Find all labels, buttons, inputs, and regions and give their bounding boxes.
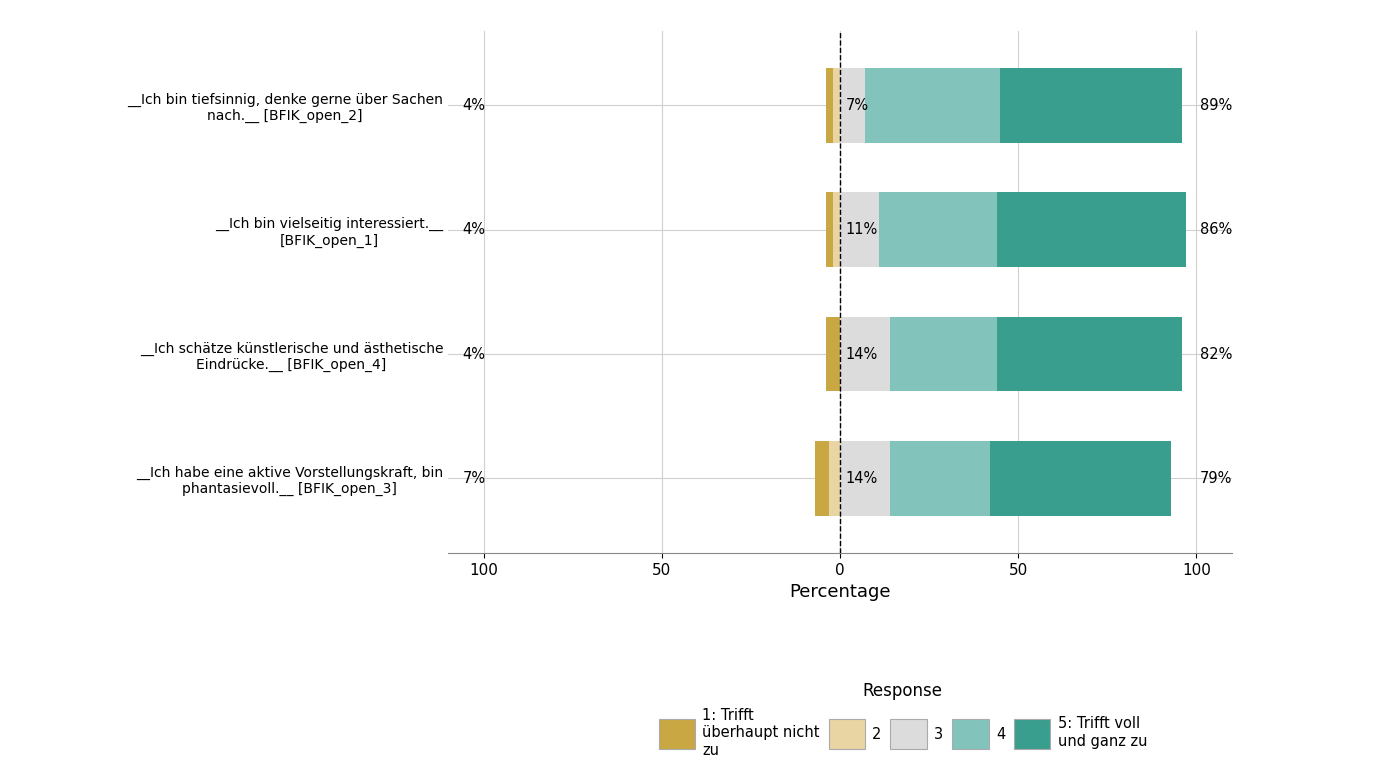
Bar	[826, 192, 833, 267]
Bar	[840, 192, 879, 267]
Bar	[833, 192, 840, 267]
Text: 4%: 4%	[462, 98, 486, 113]
Text: 7%: 7%	[462, 471, 486, 486]
Text: 11%: 11%	[846, 222, 878, 237]
Bar	[890, 441, 990, 515]
Bar	[997, 192, 1186, 267]
Text: 7%: 7%	[846, 98, 868, 113]
Bar	[1001, 68, 1182, 143]
Legend: 1: Trifft
überhaupt nicht
zu, 2, 3, 4, 5: Trifft voll
und ganz zu: 1: Trifft überhaupt nicht zu, 2, 3, 4, 5…	[651, 675, 1155, 765]
Bar	[826, 68, 833, 143]
Bar	[890, 316, 997, 392]
Bar	[997, 316, 1182, 392]
Text: 82%: 82%	[1200, 346, 1232, 362]
Bar	[815, 441, 829, 515]
Bar	[840, 441, 890, 515]
Text: 4%: 4%	[462, 346, 486, 362]
Text: 14%: 14%	[846, 346, 878, 362]
Text: 89%: 89%	[1200, 98, 1232, 113]
Bar	[833, 68, 840, 143]
Text: 4%: 4%	[462, 222, 486, 237]
X-axis label: Percentage: Percentage	[790, 583, 890, 601]
Bar	[990, 441, 1172, 515]
Bar	[865, 68, 1001, 143]
Text: 86%: 86%	[1200, 222, 1232, 237]
Bar	[829, 441, 840, 515]
Text: 14%: 14%	[846, 471, 878, 486]
Bar	[840, 316, 890, 392]
Text: 79%: 79%	[1200, 471, 1232, 486]
Bar	[879, 192, 997, 267]
Bar	[840, 68, 865, 143]
Bar	[826, 316, 840, 392]
